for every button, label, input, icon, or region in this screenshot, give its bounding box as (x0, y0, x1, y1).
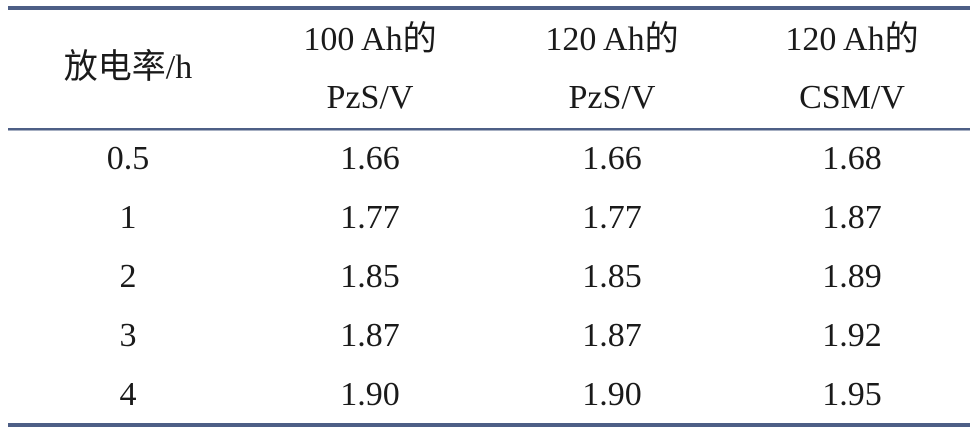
cell: 1.66 (340, 140, 400, 177)
cell: 1.90 (582, 376, 642, 413)
cell: 1.87 (340, 317, 400, 354)
cell: 1.89 (822, 258, 882, 295)
cell: 1.90 (340, 376, 400, 413)
cell: 1.87 (822, 199, 882, 236)
cell: 1 (120, 199, 137, 236)
cell: 2 (120, 258, 137, 295)
header-cell: 120 Ah的 (545, 20, 678, 58)
header-cell: 120 Ah的 (785, 20, 918, 58)
bottom-rule (8, 423, 970, 427)
cell: 1.85 (340, 258, 400, 295)
cell: 1.77 (340, 199, 400, 236)
header-cell: 放电率/h (64, 48, 192, 86)
cell: 4 (120, 376, 137, 413)
header-cell: 100 Ah的 (303, 20, 436, 58)
header-cell: PzS/V (327, 79, 414, 116)
header-cell: PzS/V (569, 79, 656, 116)
cell: 1.66 (582, 140, 642, 177)
cell: 1.95 (822, 376, 882, 413)
cell: 1.92 (822, 317, 882, 354)
cell: 1.85 (582, 258, 642, 295)
cell: 3 (120, 317, 137, 354)
cell: 1.77 (582, 199, 642, 236)
header-cell: CSM/V (799, 79, 905, 116)
cell: 1.87 (582, 317, 642, 354)
cell: 1.68 (822, 140, 882, 177)
top-rule (8, 6, 970, 10)
header-rule (8, 128, 970, 131)
cell: 0.5 (107, 140, 150, 177)
